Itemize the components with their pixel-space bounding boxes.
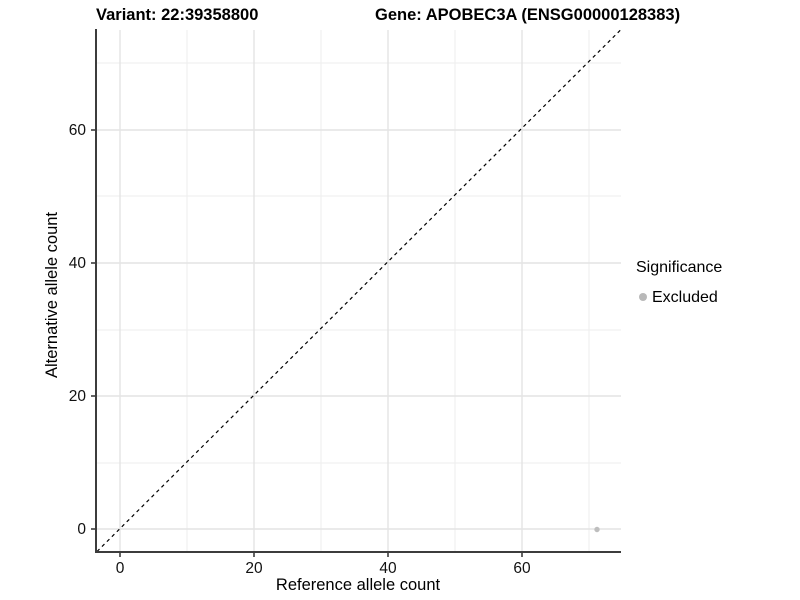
y-tick-0: 0	[77, 521, 86, 538]
variant-title: Variant: 22:39358800	[96, 6, 258, 24]
gene-title: Gene: APOBEC3A (ENSG00000128383)	[375, 6, 680, 24]
x-tick-20: 20	[245, 560, 263, 577]
y-axis-title: Alternative allele count	[43, 212, 61, 378]
axis-lines	[95, 29, 621, 553]
y-tick-labels: 0 20 40 60	[69, 122, 87, 538]
x-tick-labels: 0 20 40 60	[116, 560, 531, 577]
y-tick-20: 20	[69, 388, 87, 405]
x-tick-40: 40	[379, 560, 397, 577]
legend-title: Significance	[636, 259, 722, 276]
tick-marks	[91, 129, 523, 557]
y-tick-60: 60	[69, 122, 87, 139]
data-point-excluded	[594, 526, 600, 533]
legend: Significance Excluded	[636, 259, 722, 306]
x-axis-title: Reference allele count	[276, 576, 441, 594]
identity-dashed-line	[96, 29, 622, 552]
legend-item-excluded: Excluded	[652, 289, 718, 306]
grid-major	[96, 30, 621, 552]
legend-key-dot-icon	[639, 293, 647, 301]
x-tick-0: 0	[116, 560, 125, 577]
plot-panel	[96, 30, 621, 552]
y-tick-40: 40	[69, 255, 87, 272]
x-tick-60: 60	[513, 560, 531, 577]
grid-minor	[96, 30, 621, 552]
